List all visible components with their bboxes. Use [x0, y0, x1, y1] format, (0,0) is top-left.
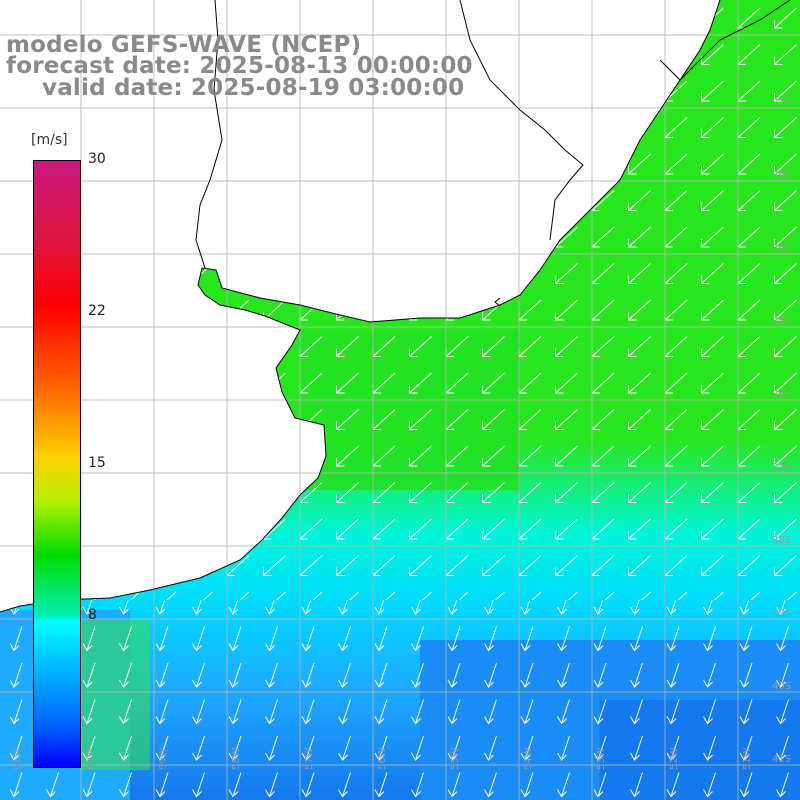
- latitude-label: 37S: [772, 462, 792, 473]
- longitude-label: 58W: [231, 747, 242, 770]
- colorbar-tick-15: 15: [88, 455, 106, 471]
- latitude-label: 39S: [772, 608, 792, 619]
- latitude-label: 38S: [772, 535, 792, 546]
- latitude-label: 36S: [772, 243, 792, 254]
- longitude-label: 61W: [12, 747, 23, 770]
- longitude-label: 53W: [596, 747, 607, 770]
- colorbar-unit: [m/s]: [31, 132, 68, 148]
- longitude-label: 59W: [158, 747, 169, 770]
- longitude-label: 60W: [85, 747, 96, 770]
- longitude-label: 57W: [304, 747, 315, 770]
- forecast-date: forecast date: 2025-08-13 00:00:00: [6, 53, 473, 79]
- colorbar-tick-30: 30: [88, 151, 106, 167]
- colorbar: [33, 160, 81, 768]
- longitude-label: 52W: [669, 747, 680, 770]
- coastline: [0, 0, 791, 613]
- latitude-label: 35S: [772, 316, 792, 327]
- longitude-label: 56W: [377, 747, 388, 770]
- latitude-label: 42S: [772, 96, 792, 107]
- longitude-label: 51W: [742, 747, 753, 770]
- longitude-label: 54W: [523, 747, 534, 770]
- colorbar-tick-8: 8: [88, 607, 97, 623]
- latitude-label: 40S: [772, 681, 792, 692]
- longitude-label: 55W: [450, 747, 461, 770]
- latitude-label: 41S: [772, 754, 792, 765]
- model-title: modelo GEFS-WAVE (NCEP): [6, 32, 362, 58]
- valid-date: valid date: 2025-08-19 03:00:00: [42, 75, 465, 101]
- latitude-label: 39S: [772, 170, 792, 181]
- colorbar-tick-22: 22: [88, 303, 106, 319]
- latitude-label: 36S: [772, 389, 792, 400]
